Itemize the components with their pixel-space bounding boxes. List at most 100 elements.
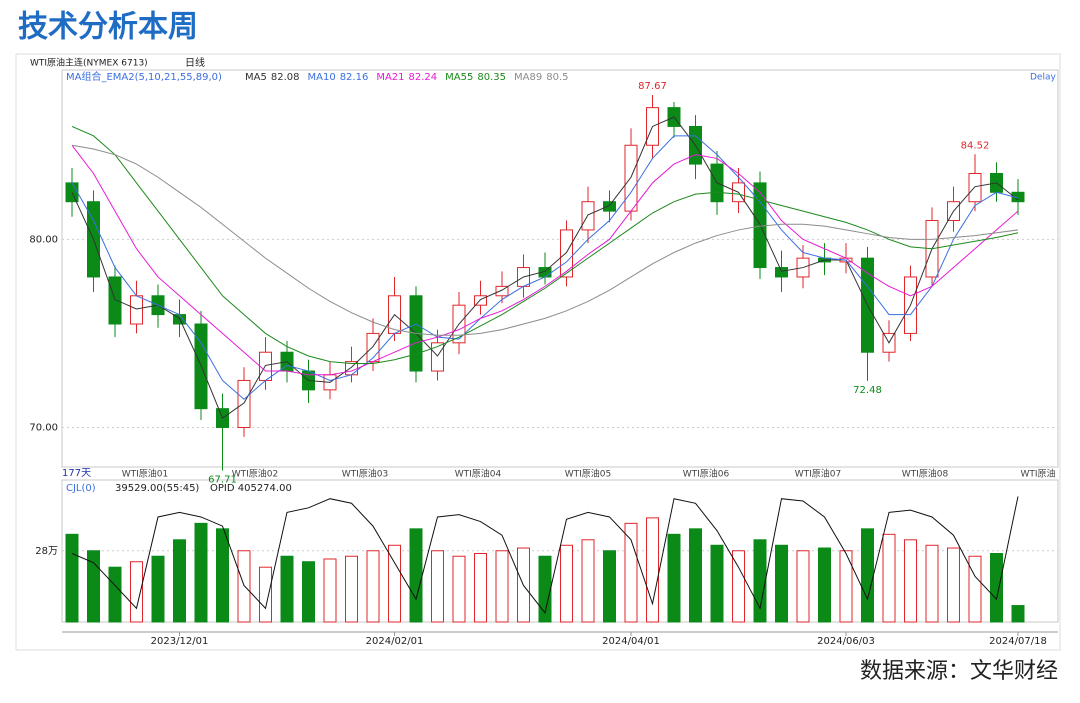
volume-bar <box>861 528 874 623</box>
volume-bar <box>87 550 100 623</box>
volume-bar <box>990 553 1003 623</box>
source: 数据来源：文华财经 <box>860 659 1058 684</box>
candle-body <box>237 379 251 428</box>
legend-name: MA10 <box>307 72 335 83</box>
candle-body <box>431 342 444 372</box>
legend-name: MA21 <box>376 72 404 83</box>
y-tick-label: 28万 <box>35 546 58 557</box>
volume-bar <box>474 553 487 623</box>
legend-name: MA5 <box>245 72 267 83</box>
candle-body <box>560 229 573 278</box>
volume-bar <box>302 561 315 623</box>
x-tick-label: 2024/06/03 <box>817 636 875 647</box>
volume-bar <box>603 550 616 623</box>
volume-bar <box>108 566 122 623</box>
volume-bar <box>882 533 896 623</box>
oi-line <box>71 496 1019 614</box>
oi-label: OPID 405274.00 <box>210 483 292 494</box>
candle-body <box>968 172 982 203</box>
candle-body <box>775 267 788 278</box>
legend-value: 80.35 <box>477 72 506 83</box>
volume-bar <box>409 528 423 623</box>
contract-label: WTI原油05 <box>565 468 612 480</box>
symbol: WTI原油主连(NYMEX 6713) <box>30 57 148 69</box>
volume-bar <box>646 517 659 623</box>
volume-bar <box>538 555 552 623</box>
volume-bar <box>216 528 229 623</box>
volume-bar <box>173 539 186 623</box>
volume-bar <box>151 555 165 623</box>
ma-line <box>71 144 1019 336</box>
volume-bar <box>710 544 724 623</box>
x-tick-label: 2024/07/18 <box>989 636 1047 647</box>
contract-label: WTI原油02 <box>232 468 279 480</box>
legend-value: 80.5 <box>546 72 568 83</box>
volume-bar <box>495 550 509 623</box>
volume-bar <box>366 550 380 623</box>
contract-label: WTI原油03 <box>342 468 389 480</box>
contract-label: WTI原油08 <box>902 468 949 480</box>
volume-bar <box>624 522 638 623</box>
volume-bar <box>194 522 208 623</box>
candle-body <box>130 295 143 325</box>
x-tick-label: 2024/04/01 <box>602 636 660 647</box>
candle-body <box>603 201 616 212</box>
candle-body <box>495 285 509 297</box>
volume-bar <box>1011 605 1025 623</box>
legend-value: 82.08 <box>271 72 300 83</box>
contract-label: WTI原油06 <box>683 468 730 480</box>
price-panel <box>61 69 1059 468</box>
ma-line <box>71 135 1019 400</box>
legend-value: 82.16 <box>340 72 369 83</box>
volume-bar <box>388 544 401 623</box>
extreme-label: 72.48 <box>853 385 882 396</box>
candle-body <box>624 144 638 212</box>
period: 日线 <box>185 56 205 69</box>
x-tick-label: 2024/02/01 <box>366 636 424 647</box>
delay: Delay <box>1030 73 1056 83</box>
indicator: MA组合_EMA2(5,10,21,55,89,0) <box>66 70 222 83</box>
volume-bar <box>280 555 294 623</box>
extreme-label: 84.52 <box>961 140 990 151</box>
volume-bar <box>796 550 810 623</box>
legend-value: 82.24 <box>409 72 438 83</box>
volume-bar <box>431 550 444 623</box>
y-tick-label: 80.00 <box>29 234 58 245</box>
volume-bar <box>904 539 917 623</box>
volume-bar <box>323 558 337 623</box>
vol-name: CJL(0) <box>66 483 96 494</box>
volume-bar <box>345 555 358 623</box>
volume-bar <box>732 550 745 623</box>
contract-label: WTI原油01 <box>122 468 169 480</box>
candle-body <box>1011 191 1025 203</box>
volume-bar <box>753 539 767 623</box>
ma-line <box>71 144 1019 376</box>
y-tick-label: 70.00 <box>29 422 58 433</box>
volume-bar <box>65 533 79 623</box>
ma-line <box>71 125 1019 365</box>
span: 177天 <box>62 468 91 479</box>
volume-bar <box>839 550 853 623</box>
candle-body <box>474 295 487 306</box>
volume-bar <box>452 555 466 623</box>
contract-label: WTI原油04 <box>455 468 502 480</box>
legend-name: MA55 <box>445 72 473 83</box>
volume-bar <box>947 547 960 623</box>
volume-bar <box>968 555 982 623</box>
volume-bar <box>237 550 251 623</box>
x-tick-label: 2023/12/01 <box>151 636 209 647</box>
vol-reading: 39529.00(55:45) <box>115 483 199 494</box>
extreme-label: 67.71 <box>208 475 237 486</box>
candle-body <box>108 276 122 325</box>
volume-bar <box>667 533 681 623</box>
frame <box>15 53 1061 651</box>
volume-bar <box>259 566 272 623</box>
legend-name: MA89 <box>514 72 542 83</box>
volume-bar <box>560 544 573 623</box>
page-title: 技术分析本周 <box>18 10 198 45</box>
volume-bar <box>925 544 939 623</box>
volume-bar <box>818 547 831 623</box>
volume-bar <box>775 544 788 623</box>
extreme-label: 87.67 <box>638 81 667 92</box>
